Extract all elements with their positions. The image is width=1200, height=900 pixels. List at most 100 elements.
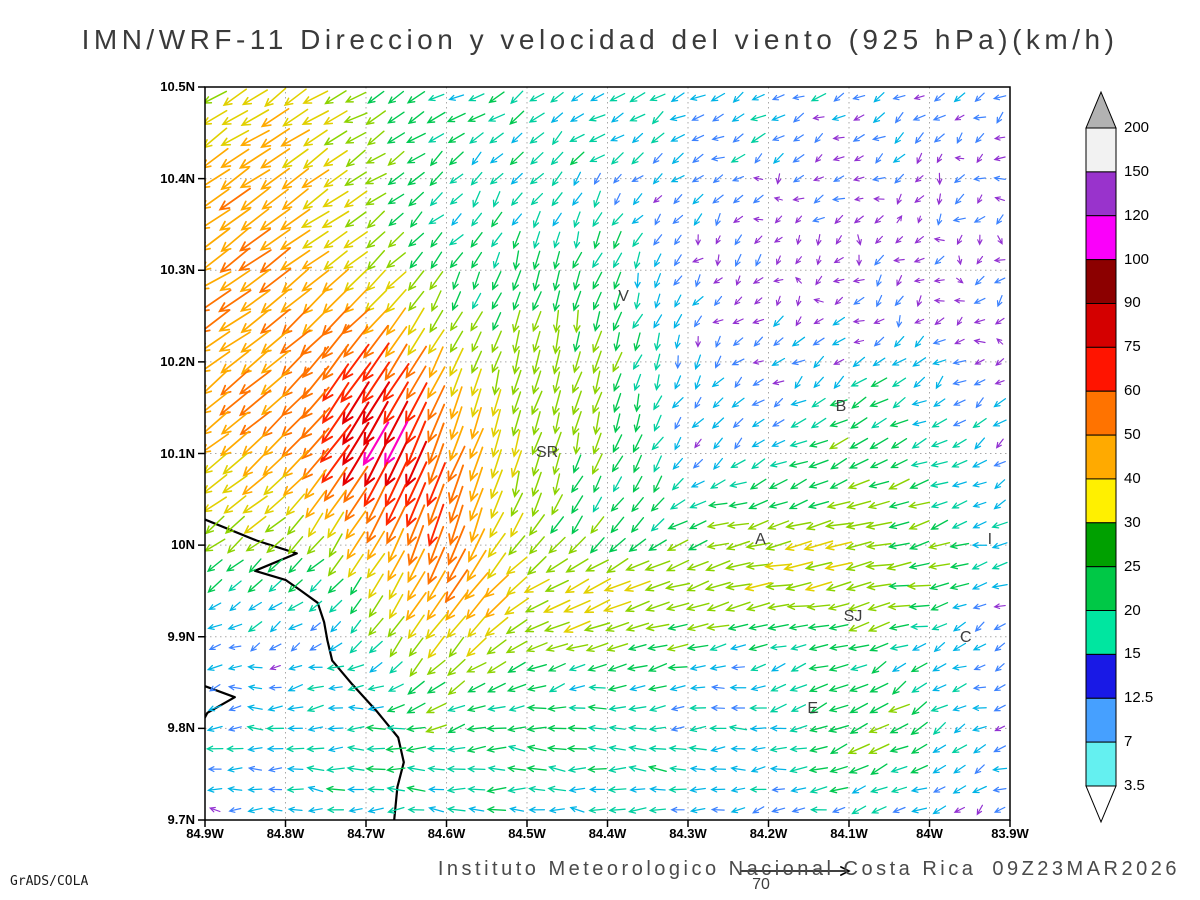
wind-arrow: [769, 725, 787, 732]
wind-arrow: [221, 474, 248, 494]
wind-arrow: [705, 560, 731, 572]
wind-arrow: [928, 562, 951, 570]
wind-arrow: [991, 583, 1008, 590]
wind-arrow: [282, 108, 309, 127]
wind-arrow: [427, 133, 445, 143]
wind-arrow: [301, 230, 329, 249]
wind-arrow: [834, 296, 843, 306]
wind-arrow: [571, 390, 582, 416]
wind-arrow: [910, 743, 928, 754]
wind-arrow: [850, 377, 867, 387]
wind-arrow: [205, 515, 225, 535]
wind-arrow: [226, 745, 244, 753]
wind-arrow: [552, 329, 561, 355]
wind-arrow: [425, 614, 448, 640]
wind-arrow: [264, 87, 287, 108]
wind-arrow: [673, 194, 683, 205]
wind-arrow: [484, 574, 510, 599]
wind-arrow: [827, 603, 850, 611]
wind-arrow: [509, 110, 525, 125]
wind-arrow: [492, 271, 502, 291]
wind-arrow: [205, 289, 232, 312]
wind-arrow: [386, 724, 406, 732]
wind-arrow: [772, 379, 785, 386]
wind-arrow: [208, 806, 221, 813]
wind-arrow: [625, 560, 650, 572]
wind-arrow: [733, 215, 744, 224]
wind-arrow: [263, 472, 288, 496]
wind-arrow: [693, 213, 703, 226]
wind-arrow: [327, 704, 344, 712]
wind-arrow: [307, 725, 324, 732]
wind-arrow: [790, 704, 807, 712]
wind-arrow: [831, 337, 846, 346]
wind-arrow: [548, 683, 565, 693]
wind-arrow: [343, 112, 368, 124]
wind-arrow: [571, 515, 583, 535]
wind-arrow: [753, 297, 763, 305]
wind-arrow: [405, 132, 426, 144]
wind-arrow: [771, 807, 786, 814]
wind-arrow: [426, 111, 446, 124]
wind-arrow: [853, 338, 865, 345]
wind-arrow: [207, 766, 222, 773]
wind-arrow: [709, 765, 727, 773]
wind-arrow: [775, 173, 782, 185]
wind-arrow: [831, 806, 846, 814]
wind-arrow: [853, 296, 865, 305]
wind-arrow: [511, 213, 523, 226]
wind-arrow: [486, 725, 507, 732]
wind-arrow: [327, 725, 344, 732]
wind-arrow: [512, 329, 520, 354]
wind-arrow: [347, 704, 364, 711]
wind-arrow: [613, 230, 622, 250]
wind-arrow: [993, 623, 1006, 631]
wind-arrow: [448, 151, 464, 166]
wind-arrow: [269, 664, 281, 671]
wind-arrow: [712, 174, 724, 184]
wind-arrow: [951, 459, 968, 468]
wind-arrow: [695, 336, 701, 348]
wind-arrow: [734, 296, 743, 306]
wind-arrow: [466, 549, 487, 582]
wind-arrow: [847, 601, 870, 612]
wind-arrow: [528, 785, 546, 793]
wind-arrow: [971, 561, 988, 570]
wind-arrow: [531, 390, 543, 416]
wind-arrow: [749, 786, 767, 793]
wind-arrow: [744, 581, 772, 592]
wind-arrow: [308, 600, 323, 613]
wind-arrow: [450, 311, 463, 332]
wind-arrow: [551, 494, 563, 516]
wind-arrow: [706, 542, 730, 550]
wind-arrow: [429, 150, 443, 167]
wind-arrow: [951, 664, 967, 671]
wind-arrow: [846, 500, 872, 510]
wind-arrow: [957, 255, 963, 266]
wind-arrow: [247, 579, 263, 593]
wind-arrow: [573, 171, 582, 187]
wind-arrow: [301, 365, 330, 400]
colorbar-segment: [1085, 303, 1117, 348]
wind-arrow: [653, 314, 663, 329]
wind-arrow: [387, 193, 405, 205]
wind-arrow: [547, 663, 566, 672]
wind-arrow: [427, 765, 445, 773]
wind-arrow: [512, 270, 522, 292]
wind-arrow: [764, 561, 793, 571]
wind-arrow: [709, 664, 726, 671]
wind-arrow: [528, 112, 545, 123]
wind-arrow: [750, 132, 766, 144]
wind-arrow: [306, 765, 325, 772]
wind-arrow: [447, 704, 466, 713]
station-label: B: [835, 397, 847, 415]
wind-arrow: [773, 398, 784, 408]
wind-arrow: [281, 167, 310, 190]
wind-arrow: [468, 93, 485, 102]
wind-arrow: [227, 766, 243, 773]
wind-arrow: [365, 269, 386, 292]
wind-arrow: [953, 92, 966, 103]
wind-arrow: [951, 520, 968, 529]
wind-arrow: [612, 252, 623, 269]
wind-arrow: [734, 234, 742, 246]
